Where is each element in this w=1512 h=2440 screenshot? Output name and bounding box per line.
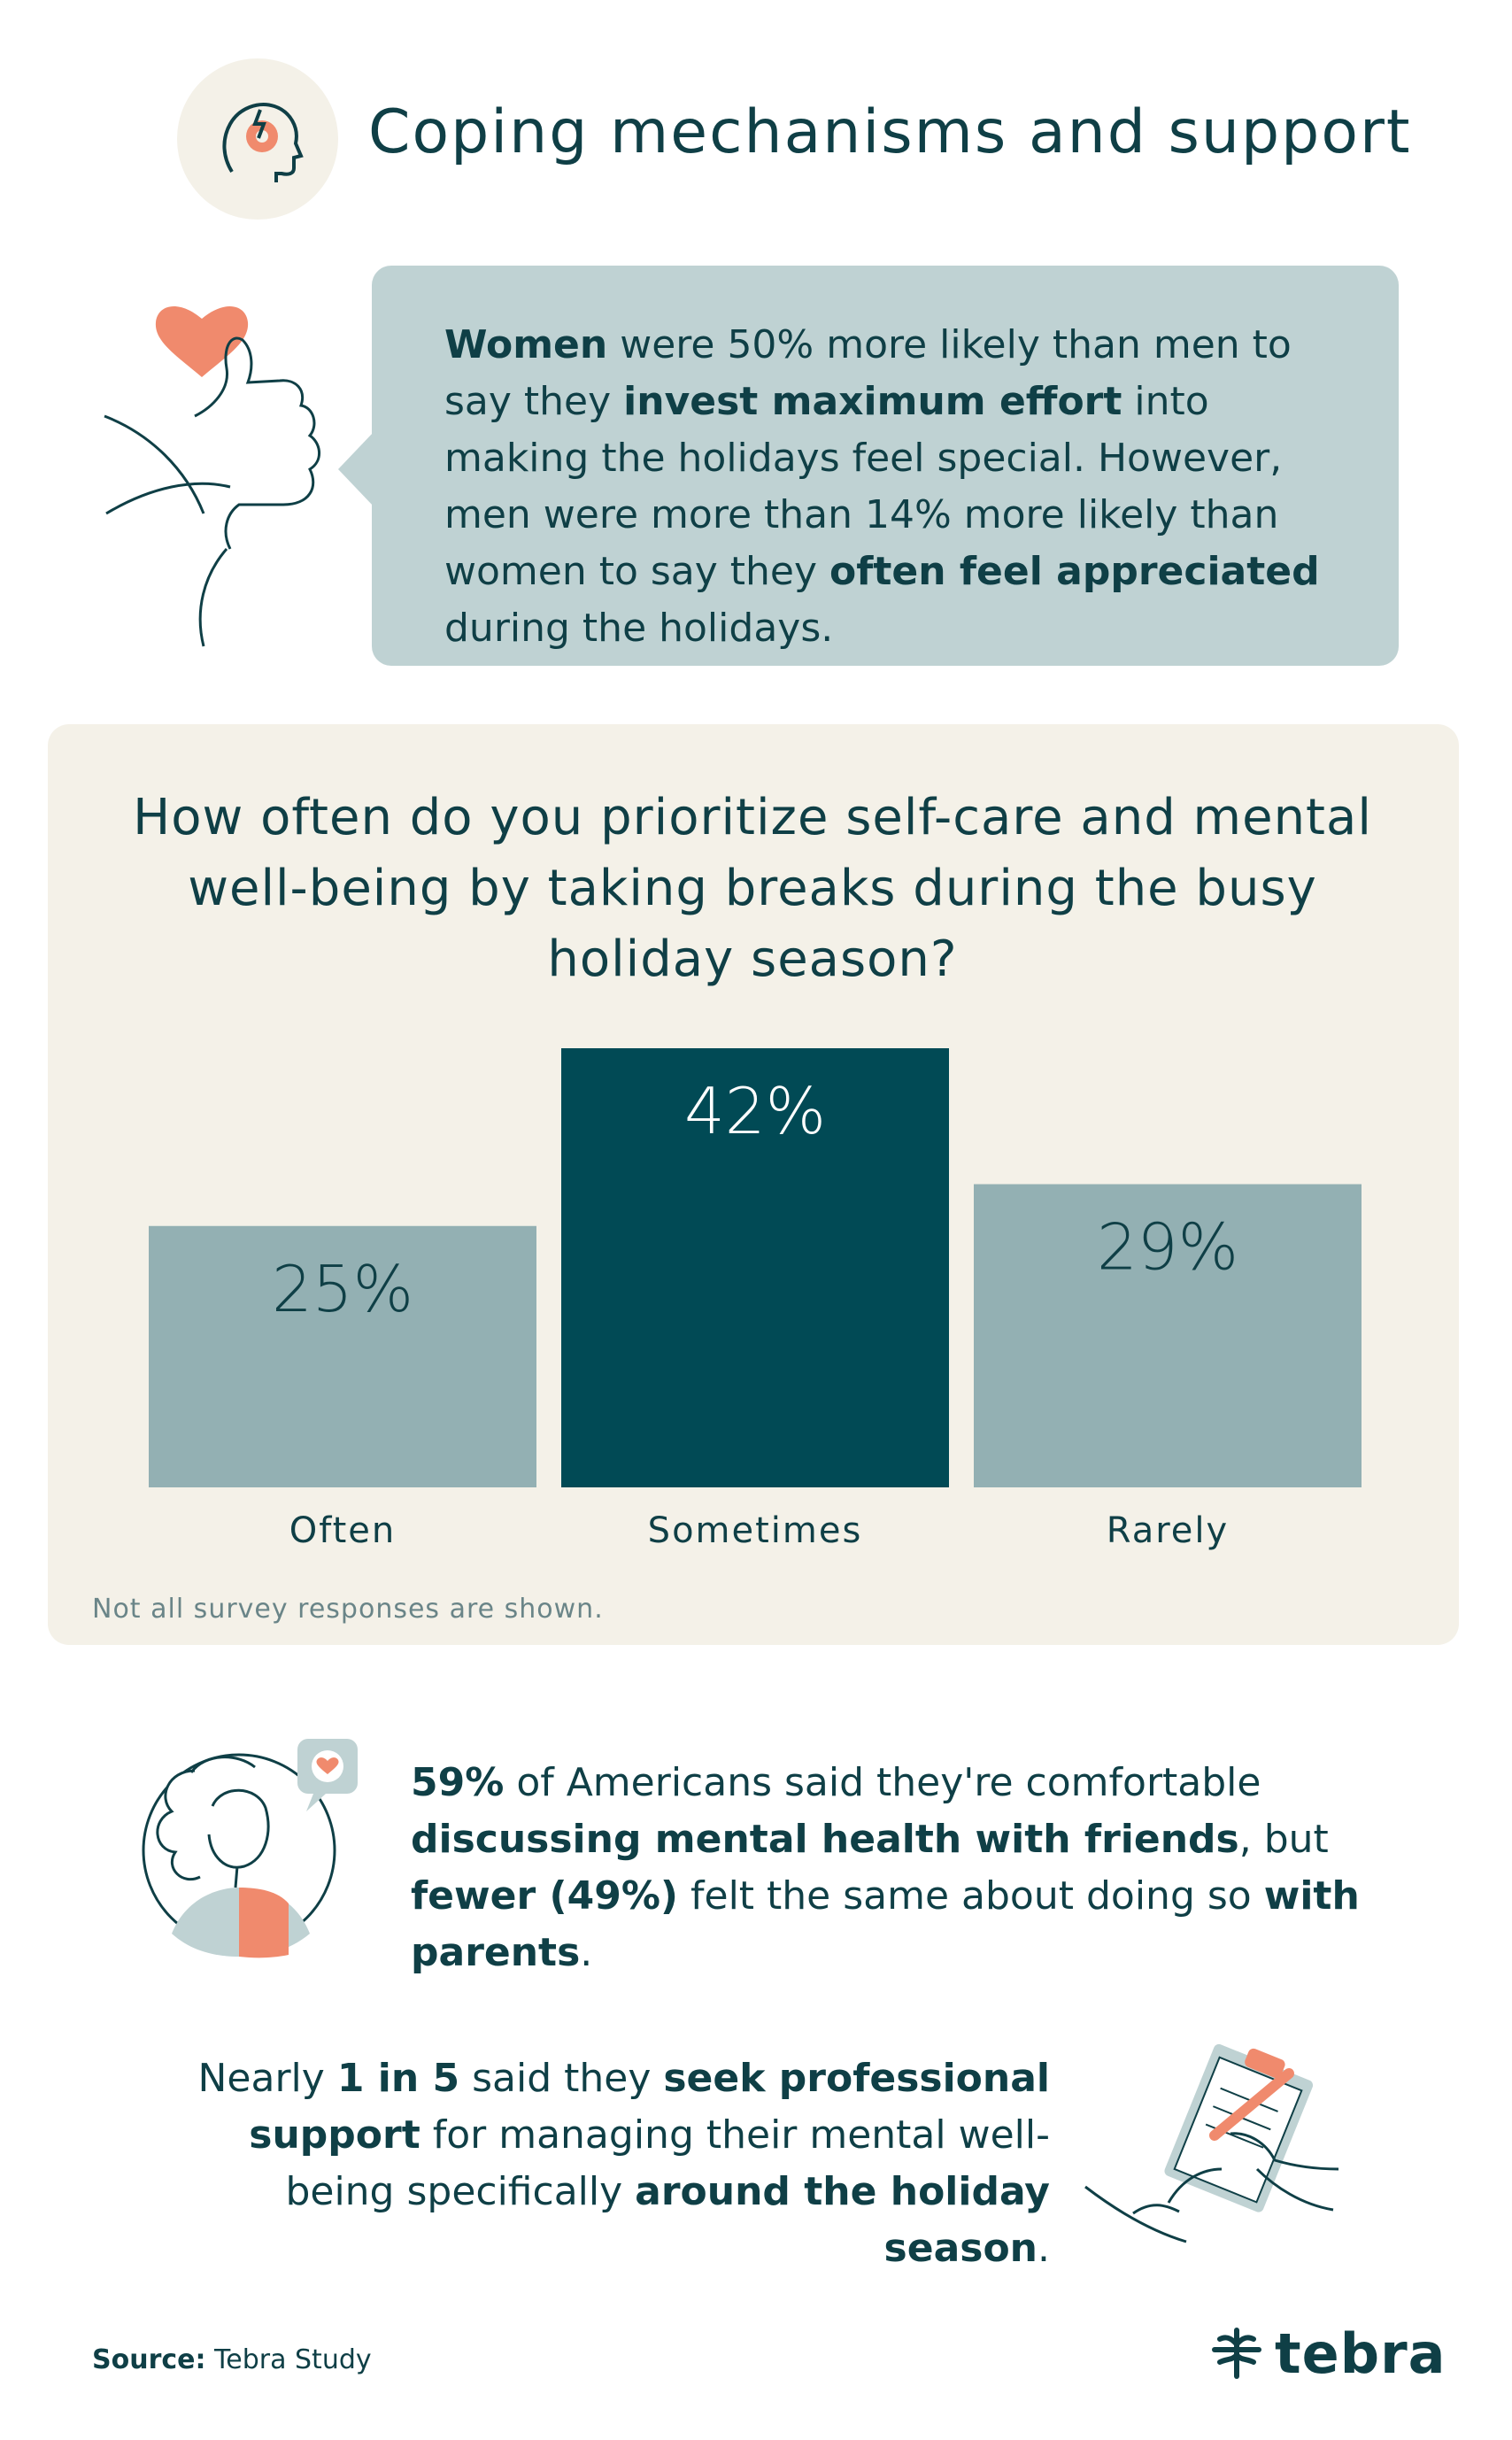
tebra-leaf-icon [1212, 2328, 1261, 2379]
friends-bold-2: discussing mental health with friends [411, 1817, 1239, 1862]
friends-text-3: felt the same about doing so [678, 1873, 1264, 1919]
header-icon-circle [177, 58, 338, 220]
pro-bold-3: around the holiday season [635, 2169, 1050, 2271]
source-line: Source: Tebra Study [92, 2344, 372, 2375]
friends-bold-1: 59% [411, 1760, 505, 1805]
pro-stat-text: Nearly 1 in 5 said they seek professiona… [150, 2050, 1050, 2277]
chart-footnote: Not all survey responses are shown. [92, 1594, 604, 1625]
callout-text-2: into making the holidays feel special. H… [444, 379, 1283, 594]
pro-bold-1: 1 in 5 [336, 2056, 460, 2101]
person-speech-heart-icon [142, 1739, 358, 1958]
callout-pointer [338, 432, 374, 506]
friends-text-2: , but [1238, 1817, 1329, 1862]
value-label-often: 25% [272, 1252, 413, 1326]
callout-box [372, 266, 1399, 666]
category-label-rarely: Rarely [1107, 1510, 1229, 1551]
bar-chart: 25% Often 42% Sometimes 29% Rarely [149, 1048, 1362, 1551]
bar-sometimes [561, 1048, 949, 1487]
heart-thumbs-up-icon [104, 306, 320, 647]
bar-rarely [974, 1184, 1362, 1487]
source-value: Tebra Study [205, 2344, 372, 2375]
value-label-rarely: 29% [1097, 1210, 1238, 1285]
friends-bold-3: fewer (49%) [411, 1873, 679, 1919]
friends-text-1: of Americans said they're comfortable [504, 1760, 1261, 1805]
callout-text-3: during the holidays. [444, 606, 834, 651]
category-label-often: Often [289, 1510, 397, 1551]
friends-text-4: . [580, 1930, 593, 1975]
friends-stat-text: 59% of Americans said they're comfortabl… [411, 1755, 1420, 1981]
friends-bold-4: with parents [411, 1873, 1360, 1975]
value-label-sometimes: 42% [684, 1074, 826, 1148]
callout-bold-effort: invest maximum effort [623, 379, 1122, 424]
pro-bold-2: seek professional support [249, 2056, 1050, 2158]
callout-bold-women: Women [444, 322, 608, 367]
head-gear-icon [222, 103, 304, 182]
pro-text-1: Nearly [197, 2056, 337, 2101]
category-label-sometimes: Sometimes [648, 1510, 863, 1551]
callout-text-1: were 50% more likely than men to say the… [444, 322, 1292, 424]
callout-text: Women were 50% more likely than men to s… [444, 317, 1356, 657]
source-label: Source: [92, 2344, 206, 2375]
pro-text-4: . [1038, 2226, 1050, 2271]
pro-text-2: said they [459, 2056, 664, 2101]
clipboard-pen-icon [1084, 2043, 1339, 2243]
callout-bold-appreciated: often feel appreciated [829, 549, 1320, 594]
tebra-logo: tebra [1275, 2321, 1446, 2386]
chart-title: How often do you prioritize self-care an… [133, 789, 1372, 988]
pro-text-3: for managing their mental well-being spe… [285, 2112, 1050, 2214]
bar-often [149, 1225, 536, 1487]
page-title: Coping mechanisms and support [368, 97, 1412, 167]
